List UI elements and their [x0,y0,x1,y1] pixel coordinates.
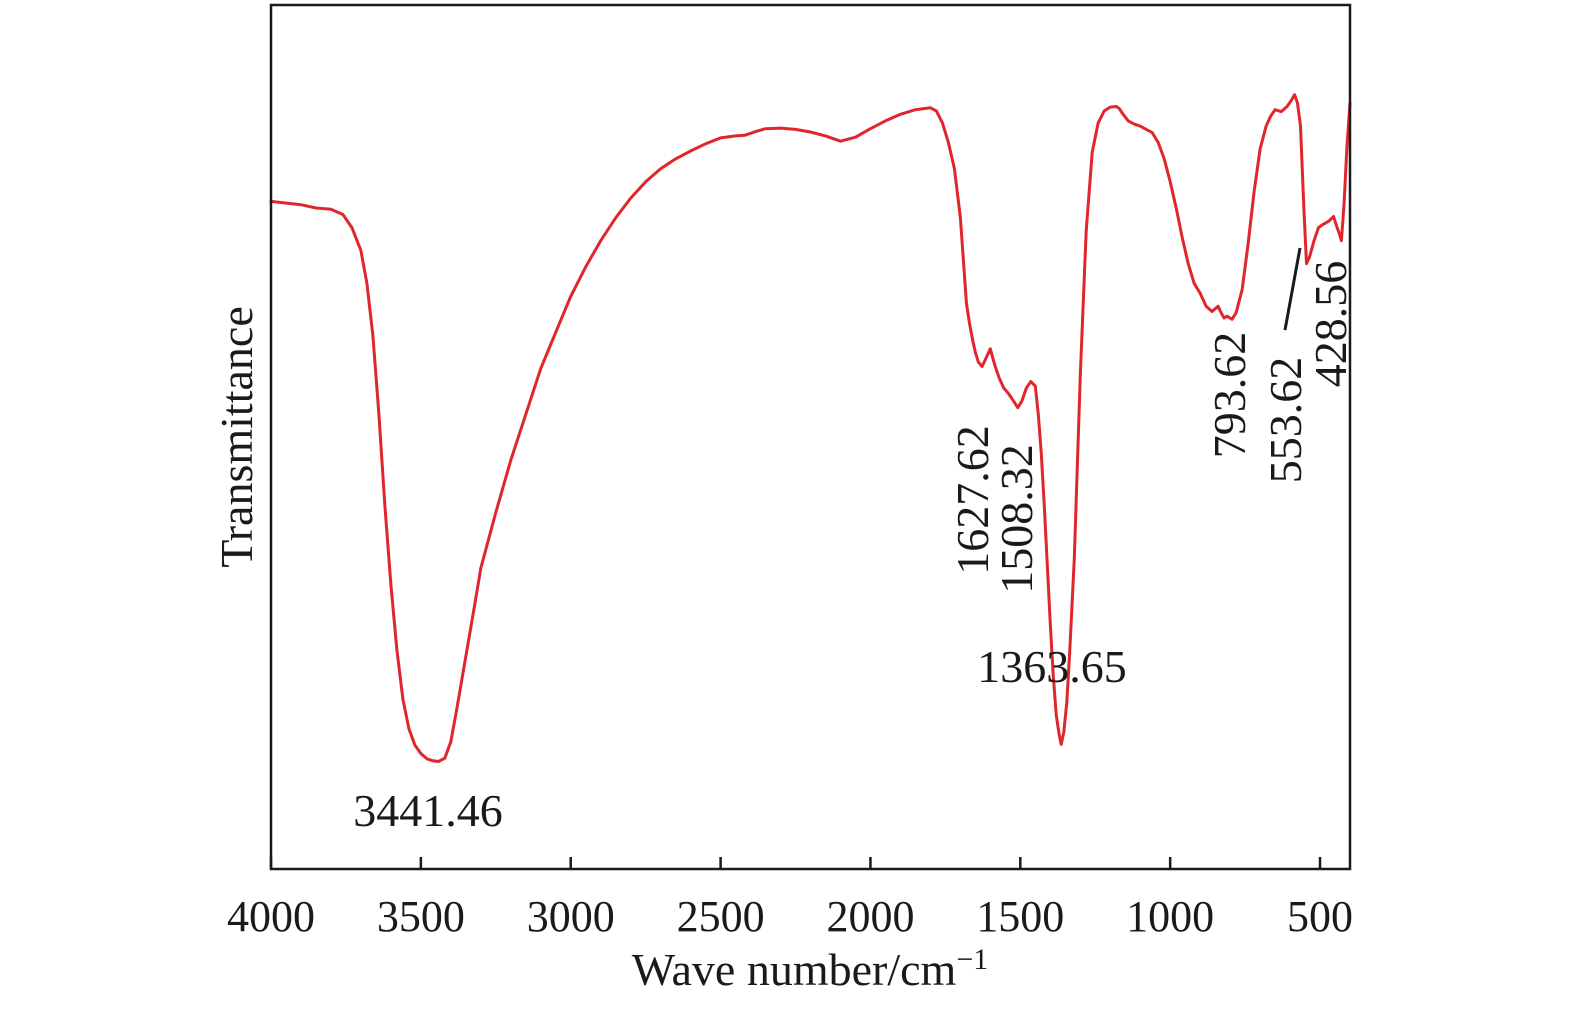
y-axis-title: Transmittance [211,306,262,568]
x-tick-label-4000: 4000 [227,892,315,941]
x-tick-label-2500: 2500 [677,892,765,941]
peak-label-1627-62: 1627.62 [947,425,998,575]
x-axis-title-superscript: −1 [956,943,988,976]
plot-frame [269,3,1352,871]
peak-label-1363-65: 1363.65 [977,641,1127,692]
peak-label-1508-32: 1508.32 [991,444,1042,594]
peak-label-428-56: 428.56 [1305,261,1356,388]
x-tick-label-1500: 1500 [976,892,1064,941]
x-tick-label-500: 500 [1287,892,1353,941]
peak-leader-line [1283,247,1302,331]
peak-label-3441-46: 3441.46 [353,785,503,836]
x-axis-tick-labels: 4000 3500 3000 2500 2000 1500 1000 500 [227,892,1353,941]
x-tick-label-1000: 1000 [1126,892,1214,941]
peak-label-553-62: 553.62 [1260,357,1311,484]
x-axis-title-text: Wave number/cm [632,944,957,995]
x-axis-title: Wave number/cm−1 [632,943,988,996]
x-tick-label-3500: 3500 [377,892,465,941]
x-axis-ticks [269,857,1322,869]
x-tick-label-2000: 2000 [826,892,914,941]
x-tick-label-3000: 3000 [527,892,615,941]
peak-label-793-62: 793.62 [1204,332,1255,459]
spectrum-line [269,93,1352,763]
plot-area [269,3,1352,871]
